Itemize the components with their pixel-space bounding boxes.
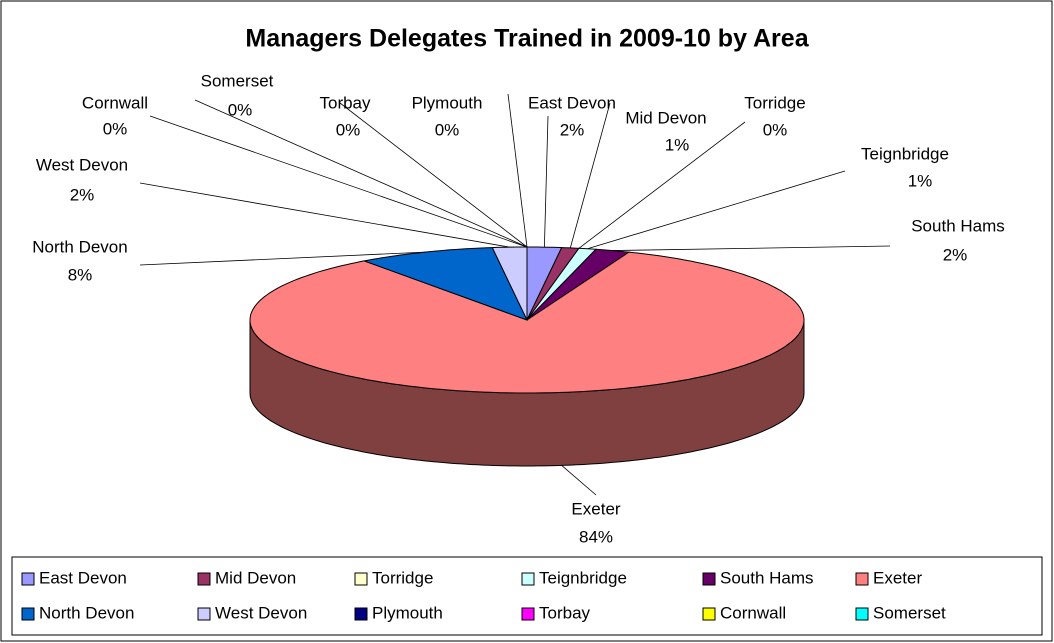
legend-label: Exeter [873,568,922,587]
data-label: 2% [943,245,968,264]
data-label: 2% [70,185,95,204]
legend-swatch [21,607,35,621]
data-label-name: East Devon [528,93,616,112]
data-label: 8% [68,265,93,284]
data-label-name: Plymouth [412,93,483,112]
data-label: 2% [560,120,585,139]
legend-swatch [855,607,869,621]
legend-label: East Devon [39,568,127,587]
legend-label: Torridge [372,568,433,587]
legend-label: Torbay [539,603,591,622]
data-label: 0% [228,100,253,119]
legend-swatch [521,572,535,586]
data-label: 1% [908,171,933,190]
legend-swatch [21,572,35,586]
leader-line [339,102,528,248]
legend-swatch [702,572,716,586]
data-label-name: Exeter [571,499,620,518]
legend-label: Somerset [873,603,946,622]
legend-swatch [702,607,716,621]
leader-line [149,115,528,248]
data-label-name: North Devon [32,237,127,256]
data-label-name: Cornwall [82,93,148,112]
leader-line [139,182,510,248]
data-label: 0% [336,120,361,139]
legend-label: Plymouth [372,603,443,622]
data-label-name: Teignbridge [861,144,949,163]
legend-label: South Hams [720,568,814,587]
legend-label: Teignbridge [539,568,627,587]
data-label: 0% [103,119,128,138]
slice [249,251,805,394]
legend-swatch [855,572,869,586]
legend-swatch [354,572,368,586]
data-label: 84% [579,527,613,546]
leader-line [507,93,528,248]
legend-label: West Devon [215,603,307,622]
leader-line [543,115,549,248]
data-label-name: South Hams [911,216,1005,235]
legend-label: Mid Devon [215,568,296,587]
data-label-name: West Devon [36,155,128,174]
legend-swatch [197,607,211,621]
data-label-name: Torbay [319,93,371,112]
data-label-name: Somerset [201,71,274,90]
data-label: 1% [665,135,690,154]
chart-title: Managers Delegates Trained in 2009-10 by… [245,25,809,53]
legend-swatch [197,572,211,586]
leader-line [139,251,426,266]
leader-line [612,245,891,251]
leader-line [561,465,597,496]
legend-label: North Devon [39,603,134,622]
leader-line [194,99,528,248]
leader-line [587,170,846,250]
data-label: 0% [763,120,788,139]
legend-swatch [354,607,368,621]
legend-label: Cornwall [720,603,786,622]
data-label-name: Mid Devon [625,108,706,127]
data-label-name: Torridge [744,93,805,112]
leader-line [578,121,746,249]
leader-line [569,102,611,249]
legend-box [11,556,1043,636]
data-label: 0% [435,120,460,139]
legend-swatch [521,607,535,621]
